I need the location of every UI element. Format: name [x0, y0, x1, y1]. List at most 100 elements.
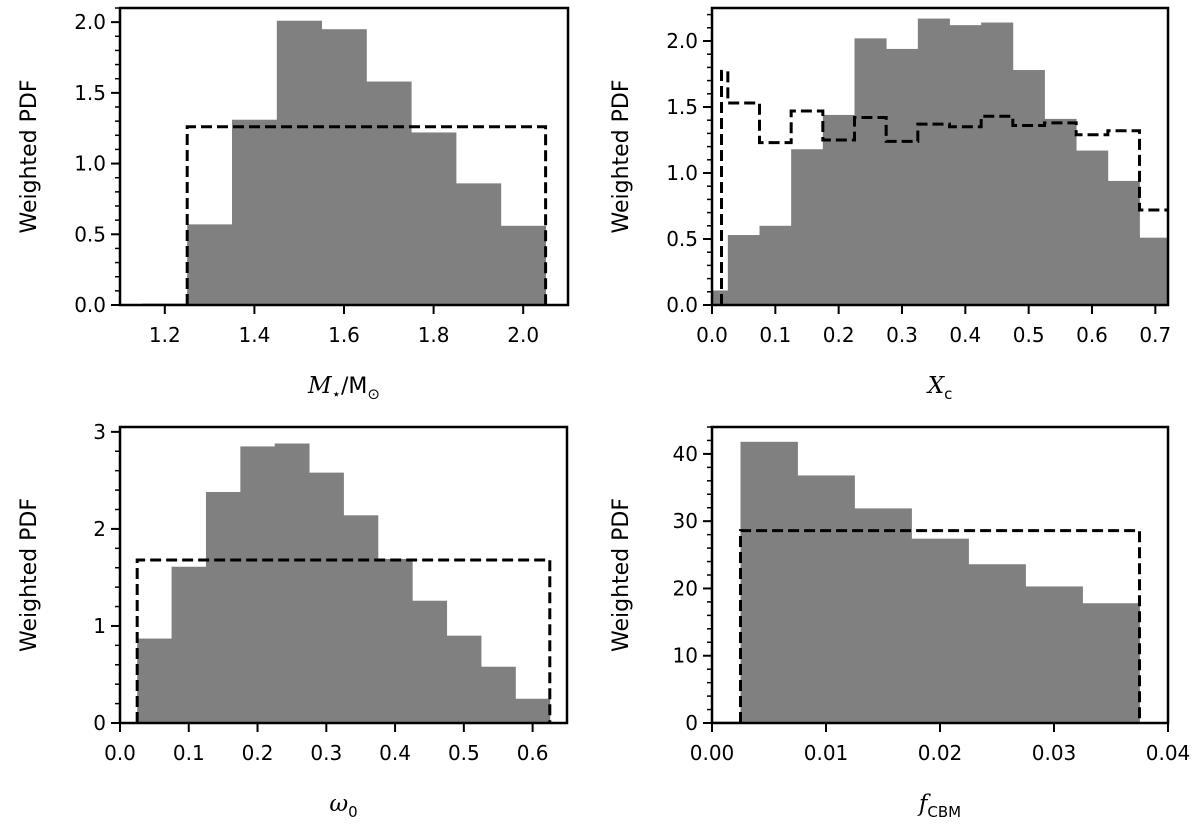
posterior-bar: [1082, 603, 1140, 723]
x-tick-label: 0.0: [104, 741, 136, 765]
panel-stellar-mass: 0.0 0.5 1.0 1.5 2.0 1.2 1.4 1.6 1.8 2.0 Weighted P…: [17, 6, 570, 403]
x-axis-label: Xc: [926, 373, 953, 403]
y-tick-label: 0.0: [74, 293, 106, 317]
prior-outline: [135, 558, 552, 723]
x-tick-label: 1.4: [238, 323, 270, 347]
y-tick-label: 2.0: [666, 29, 698, 53]
x-axis-label: fCBM: [917, 791, 961, 821]
posterior-bar: [797, 475, 855, 723]
plot-area: [712, 18, 1168, 305]
posterior-bar: [309, 472, 344, 723]
y-tick-label: 30: [673, 509, 698, 533]
posterior-bar: [321, 29, 367, 305]
posterior-bar: [968, 564, 1026, 723]
y-tick-label: 2: [93, 517, 106, 541]
x-tick-label: 0.1: [173, 741, 205, 765]
plot-area: [135, 443, 552, 723]
posterior-bar: [1044, 118, 1077, 305]
x-tick-label: 1.2: [149, 323, 181, 347]
y-tick-label: 1.0: [666, 161, 698, 185]
y-axis-label: Weighted PDF: [17, 80, 42, 234]
axes-frame: [118, 425, 569, 725]
y-tick-label: 10: [673, 644, 698, 668]
x-tick-label: 0.2: [823, 323, 855, 347]
y-tick-label: 1.0: [74, 152, 106, 176]
x-tick-label: 0.0: [696, 323, 728, 347]
x-tick-label: 0.3: [886, 323, 918, 347]
x-tick-label: 2.0: [507, 323, 539, 347]
x-tick-label: 0.1: [759, 323, 791, 347]
posterior-bar: [232, 119, 278, 305]
posterior-bar: [949, 25, 982, 305]
posterior-bar: [1139, 237, 1168, 305]
posterior-bar: [854, 38, 887, 305]
y-tick-label: 1.5: [666, 95, 698, 119]
posterior-bar: [343, 515, 379, 723]
y-tick-label: 0.5: [74, 222, 106, 246]
x-tick-label: 0.02: [918, 741, 963, 765]
posterior-bar: [187, 224, 233, 305]
posterior-bar: [854, 508, 912, 723]
x-tick-label: 0.2: [242, 741, 274, 765]
x-tick-label: 0.04: [1146, 741, 1191, 765]
x-tick-label: 1.6: [328, 323, 360, 347]
posterior-bar: [366, 81, 412, 305]
x-tick-label: 0.7: [1139, 323, 1171, 347]
posterior-bar: [917, 18, 950, 305]
posterior-bar: [515, 698, 551, 723]
y-tick-label: 0.0: [666, 293, 698, 317]
posterior-bar: [886, 48, 919, 305]
x-tick-label: 0.03: [1032, 741, 1077, 765]
posterior-bar: [205, 492, 241, 723]
y-tick-label: 0: [685, 711, 698, 735]
posterior-bar: [481, 666, 516, 723]
posterior-bar: [500, 225, 546, 305]
y-tick-label: 40: [673, 442, 698, 466]
y-tick-label: 1: [93, 614, 106, 638]
y-tick-label: 2.0: [74, 10, 106, 34]
prior-outline: [720, 69, 1168, 305]
posterior-bar: [137, 638, 172, 723]
posterior-bar: [1012, 70, 1045, 305]
y-tick-label: 20: [673, 576, 698, 600]
posterior-bar: [740, 441, 798, 723]
posterior-bar: [276, 20, 322, 305]
posterior-bar: [240, 446, 276, 723]
posterior-bar: [727, 235, 760, 305]
y-axis-label: Weighted PDF: [609, 498, 634, 652]
posterior-bar: [446, 635, 482, 723]
posterior-bar: [822, 114, 855, 305]
posterior-bar: [411, 132, 457, 305]
posterior-bar: [412, 600, 448, 723]
posterior-bar: [274, 443, 310, 723]
x-tick-label: 0.00: [690, 741, 735, 765]
y-axis-label: Weighted PDF: [17, 498, 42, 652]
x-tick-label: 0.3: [310, 741, 342, 765]
posterior-bar: [981, 22, 1014, 305]
x-tick-label: 0.6: [517, 741, 549, 765]
posterior-bar: [456, 183, 502, 305]
posterior-bar: [171, 566, 207, 723]
x-tick-label: 1.8: [418, 323, 450, 347]
posterior-bar: [791, 149, 824, 305]
prior-outline: [739, 529, 1141, 723]
posterior-bar: [1025, 586, 1083, 723]
x-tick-label: 0.6: [1076, 323, 1108, 347]
x-tick-label: 0.5: [1013, 323, 1045, 347]
x-axis-label: M⋆/M⊙: [307, 373, 380, 403]
axes-frame: [710, 6, 1170, 307]
panel-core-hydrogen: 0.0 0.5 1.0 1.5 2.0 0.0 0.1 0.2 0.3 0.4 0.5 0.6 0.7 W…: [609, 6, 1171, 403]
y-tick-label: 1.5: [74, 81, 106, 105]
x-axis-label: ω0: [329, 791, 357, 821]
x-tick-label: 0.4: [379, 741, 411, 765]
posterior-bar: [377, 558, 413, 723]
plot-area: [142, 20, 548, 305]
x-tick-label: 0.4: [949, 323, 981, 347]
panel-rotation: 0 1 2 3 0.0 0.1 0.2 0.3 0.4 0.5 0.6 Weighted PDF ω0: [17, 420, 569, 821]
x-tick-label: 0.5: [448, 741, 480, 765]
posterior-bar: [1107, 180, 1140, 305]
y-tick-label: 3: [93, 420, 106, 444]
y-axis-label: Weighted PDF: [609, 80, 634, 234]
prior-outline: [185, 125, 548, 305]
